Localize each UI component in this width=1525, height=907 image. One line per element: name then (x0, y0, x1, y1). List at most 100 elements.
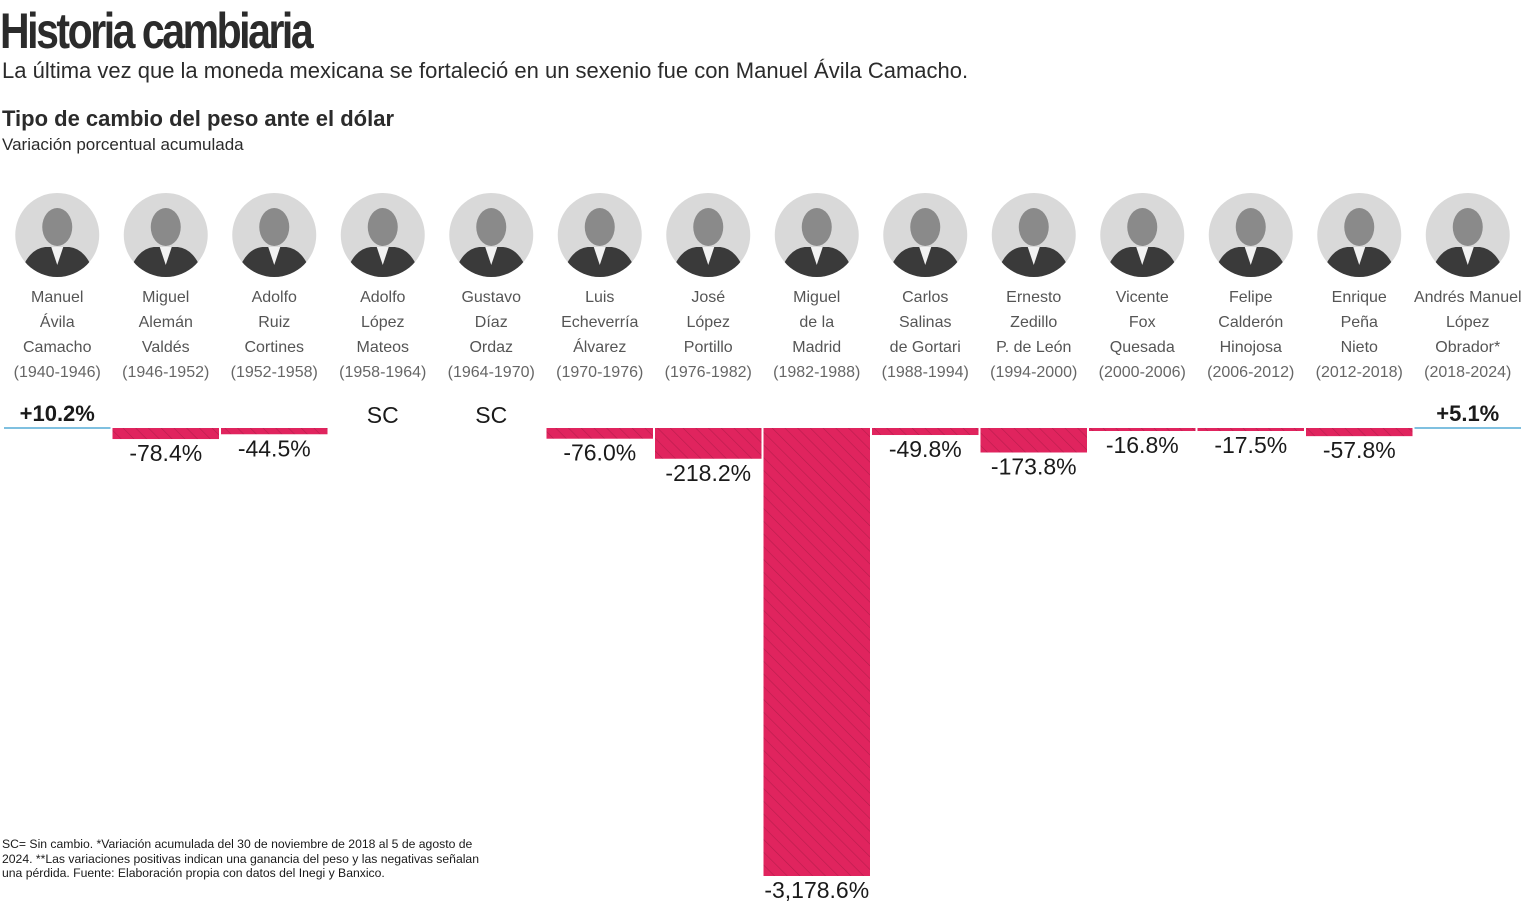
president-portrait (340, 193, 425, 277)
president-name-line: Cortines (244, 339, 304, 356)
president-name-line: Obrador* (1435, 339, 1500, 356)
president-name-line: Fox (1129, 314, 1156, 331)
bar-value-label: -173.8% (991, 453, 1077, 479)
president-column: Miguel de la Madrid (1982-1988) -3,178.6% (763, 193, 870, 903)
president-term: (1940-1946) (14, 364, 101, 381)
president-name-line: Adolfo (252, 289, 297, 306)
president-portrait (557, 193, 642, 277)
president-column: Manuel Ávila Camacho (1940-1946) +10.2% (4, 193, 111, 429)
page-subtitle: La última vez que la moneda mexicana se … (2, 58, 969, 83)
president-name-line: Mateos (357, 339, 409, 356)
president-column: Adolfo Ruiz Cortines (1952-1958) -44.5% (221, 193, 328, 461)
president-portrait (1208, 193, 1293, 277)
bar-value-label: +10.2% (20, 401, 95, 426)
bar-negative (221, 428, 328, 435)
person-silhouette-icon (1321, 208, 1398, 277)
president-term: (2000-2006) (1099, 364, 1186, 381)
president-term: (1958-1964) (339, 364, 426, 381)
person-silhouette-icon (1429, 208, 1506, 277)
president-name-line: López (1446, 314, 1490, 331)
president-name-line: Echeverría (561, 314, 638, 331)
person-silhouette-icon (995, 208, 1072, 277)
president-column: José López Portillo (1976-1982) -218.2% (655, 193, 762, 486)
bar-value-label: -218.2% (665, 460, 751, 486)
bar-value-label: +5.1% (1436, 401, 1499, 426)
president-name-line: de la (799, 314, 834, 331)
president-name-line: Luis (585, 289, 614, 306)
person-silhouette-icon (453, 208, 530, 277)
person-silhouette-icon (887, 208, 964, 277)
president-name-line: Zedillo (1010, 314, 1057, 331)
president-column: Ernesto Zedillo P. de León (1994-2000) -173.… (980, 193, 1087, 479)
president-column: Gustavo Díaz Ordaz (1964-1970) SC (448, 193, 535, 428)
president-name-line: Gustavo (461, 289, 521, 306)
bar-value-label: SC (475, 402, 507, 428)
president-name-line: Ernesto (1006, 289, 1061, 306)
president-name-line: Salinas (899, 314, 951, 331)
president-portrait (123, 193, 208, 277)
president-term: (1976-1982) (665, 364, 752, 381)
president-portrait (991, 193, 1076, 277)
president-name-line: Ávila (40, 312, 75, 331)
bar-value-label: -17.5% (1214, 432, 1287, 458)
bar-negative (1089, 428, 1196, 431)
chart-subtitle: Variación porcentual acumulada (2, 135, 244, 154)
president-name-line: Miguel (142, 289, 189, 306)
president-name-line: López (686, 314, 730, 331)
president-name-line: Hinojosa (1220, 339, 1282, 356)
bar-negative (546, 428, 653, 439)
president-portrait (15, 193, 100, 277)
person-silhouette-icon (236, 208, 313, 277)
person-silhouette-icon (561, 208, 638, 277)
bar-value-label: -49.8% (889, 436, 962, 462)
bar-negative (112, 428, 219, 440)
president-name-line: de Gortari (890, 339, 961, 356)
president-portrait (774, 193, 859, 277)
president-column: Miguel Alemán Valdés (1946-1952) -78.4% (112, 193, 219, 466)
bar-positive (1414, 427, 1521, 429)
president-column: Andrés Manuel López Obrador* (2018-2024) +5.… (1414, 193, 1522, 429)
bar-value-label: -44.5% (238, 435, 311, 461)
president-term: (2012-2018) (1316, 364, 1403, 381)
president-column: Adolfo López Mateos (1958-1964) SC (339, 193, 426, 428)
person-silhouette-icon (1212, 208, 1289, 277)
president-name-line: Miguel (793, 289, 840, 306)
president-name-line: López (361, 314, 405, 331)
president-portrait (1425, 193, 1510, 277)
president-name-line: P. de León (996, 339, 1071, 356)
bar-positive (4, 427, 111, 429)
president-name-line: José (691, 289, 725, 306)
bar-value-label: -78.4% (129, 440, 202, 466)
president-column: Luis Echeverría Álvarez (1970-1976) -76.0% (546, 193, 653, 466)
bar-value-label: SC (367, 402, 399, 428)
bar-negative (655, 428, 762, 459)
person-silhouette-icon (19, 208, 96, 277)
president-column: Vicente Fox Quesada (2000-2006) -16.8% (1089, 193, 1196, 458)
president-portrait (1317, 193, 1402, 277)
president-term: (2006-2012) (1207, 364, 1294, 381)
bar-negative (872, 428, 979, 436)
president-term: (1970-1976) (556, 364, 643, 381)
person-silhouette-icon (1104, 208, 1181, 277)
president-name-line: Adolfo (360, 289, 405, 306)
president-portrait (449, 193, 534, 277)
president-name-line: Ruiz (258, 314, 290, 331)
bar-negative (763, 428, 870, 876)
footnote: SC= Sin cambio. *Variación acumulada del… (2, 837, 479, 881)
president-name-line: Álvarez (573, 337, 626, 356)
bar-value-label: -3,178.6% (764, 877, 869, 903)
president-name-line: Nieto (1341, 339, 1378, 356)
president-portrait (666, 193, 751, 277)
president-name-line: Calderón (1218, 314, 1283, 331)
bar-value-label: -57.8% (1323, 437, 1396, 463)
bar-value-label: -16.8% (1106, 432, 1179, 458)
president-term: (1952-1958) (231, 364, 318, 381)
president-term: (1988-1994) (882, 364, 969, 381)
president-term: (1982-1988) (773, 364, 860, 381)
president-portrait (1100, 193, 1185, 277)
president-name-line: Valdés (142, 339, 190, 356)
president-term: (1946-1952) (122, 364, 209, 381)
president-name-line: Díaz (475, 314, 508, 331)
president-column: Enrique Peña Nieto (2012-2018) -57.8% (1306, 193, 1413, 463)
